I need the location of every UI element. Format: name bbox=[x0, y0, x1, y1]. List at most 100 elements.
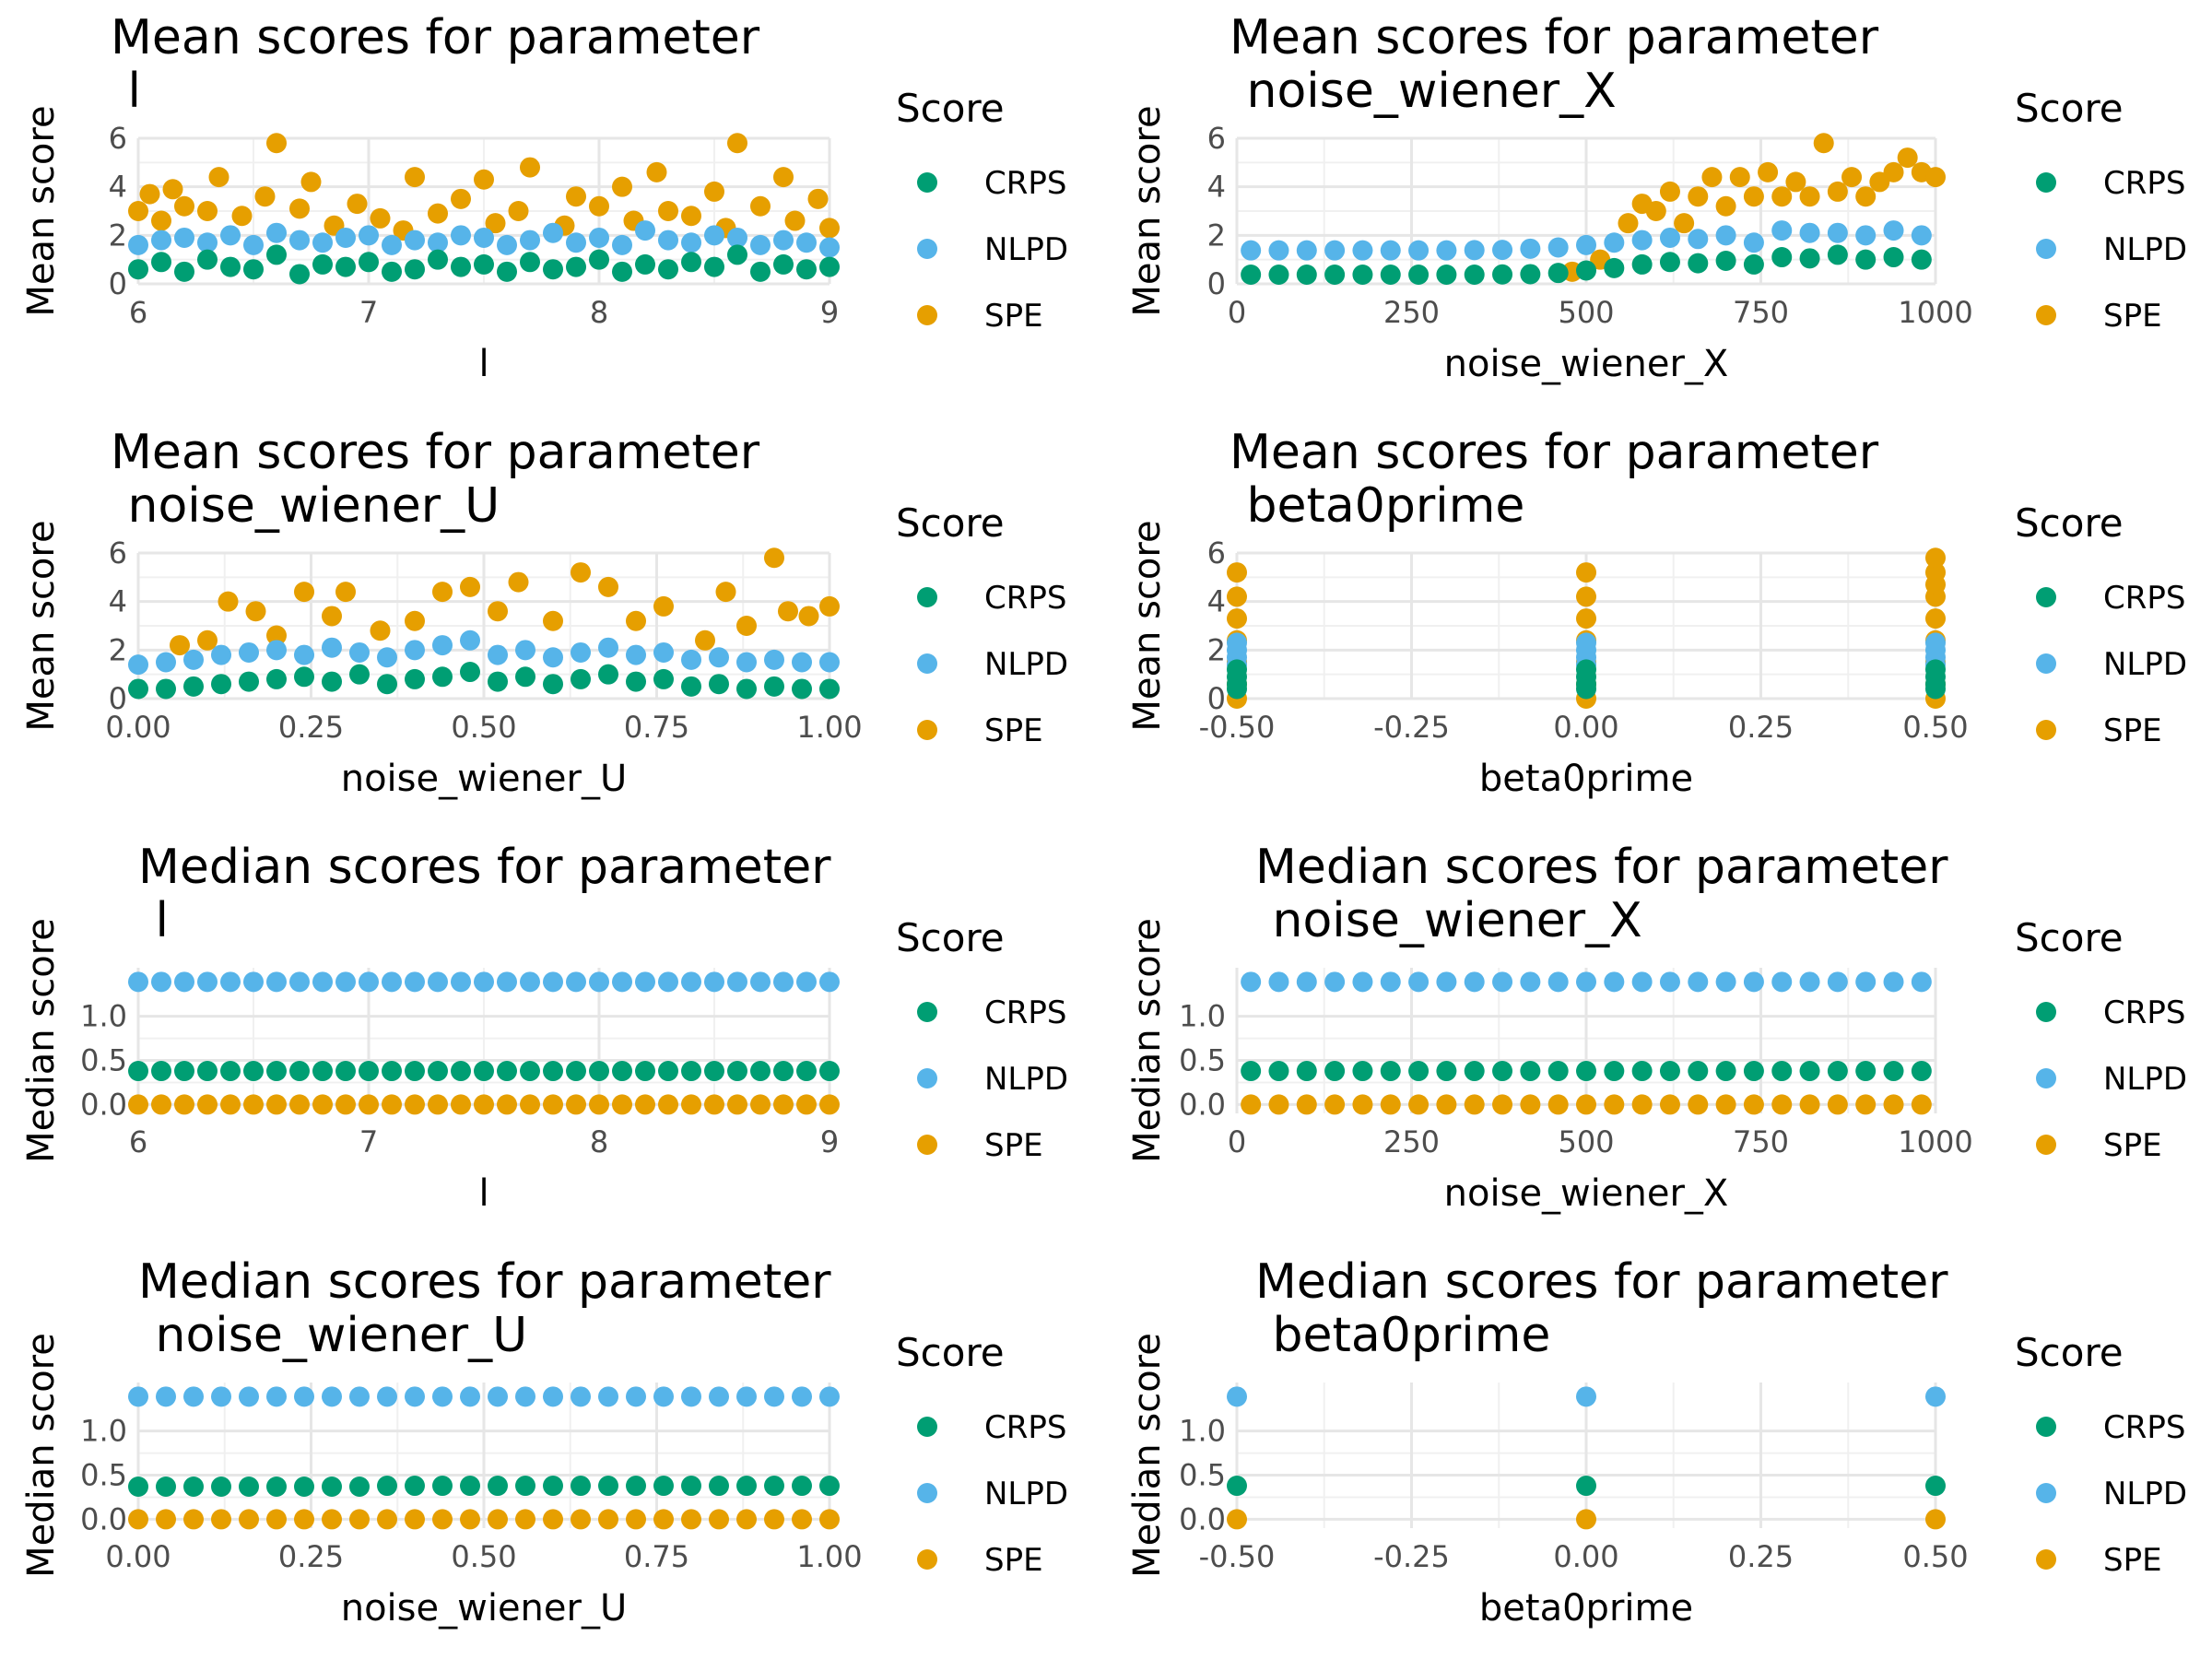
x-tick-label: 7 bbox=[359, 1124, 378, 1159]
point-nlpd bbox=[294, 644, 314, 665]
point-spe bbox=[1925, 1509, 1946, 1530]
legend-key-nlpd bbox=[2036, 653, 2056, 674]
point-nlpd bbox=[681, 971, 701, 993]
point-nlpd bbox=[335, 227, 356, 248]
y-tick-label: 2 bbox=[109, 632, 127, 667]
point-spe bbox=[312, 1094, 333, 1115]
point-nlpd bbox=[1464, 240, 1485, 261]
point-spe bbox=[488, 1509, 508, 1530]
point-crps bbox=[709, 1476, 729, 1497]
point-spe bbox=[211, 1509, 231, 1530]
legend-label-spe: SPE bbox=[2103, 712, 2162, 749]
point-crps bbox=[428, 1061, 448, 1082]
legend-label-nlpd: NLPD bbox=[984, 646, 1068, 683]
point-nlpd bbox=[1576, 971, 1596, 993]
point-crps bbox=[1464, 264, 1485, 285]
x-tick-label: 0.00 bbox=[105, 1539, 171, 1574]
point-nlpd bbox=[635, 971, 655, 993]
point-nlpd bbox=[1296, 971, 1317, 993]
point-nlpd bbox=[1241, 971, 1262, 993]
chart-title-line: Mean scores for parameter bbox=[1230, 10, 1879, 65]
x-axis-label: noise_wiener_X bbox=[1444, 1172, 1729, 1215]
x-tick-label: -0.50 bbox=[1199, 1539, 1276, 1574]
point-nlpd bbox=[197, 971, 218, 993]
point-crps bbox=[1771, 1061, 1793, 1082]
y-tick-label: 0.0 bbox=[80, 1087, 127, 1122]
point-crps bbox=[266, 1061, 287, 1082]
point-crps bbox=[488, 671, 508, 692]
point-nlpd bbox=[1492, 971, 1513, 993]
point-crps bbox=[792, 1476, 812, 1497]
point-crps bbox=[1771, 247, 1793, 268]
point-nlpd bbox=[598, 1386, 618, 1407]
x-tick-label: 8 bbox=[590, 295, 608, 330]
point-nlpd bbox=[1659, 227, 1680, 248]
point-spe bbox=[515, 1509, 535, 1530]
point-nlpd bbox=[1408, 971, 1430, 993]
y-tick-label: 0.5 bbox=[1179, 1043, 1226, 1078]
legend-key-nlpd bbox=[2036, 239, 2056, 259]
point-crps bbox=[658, 259, 678, 280]
data-points bbox=[128, 133, 840, 285]
point-spe bbox=[784, 210, 806, 231]
legend-key-spe bbox=[2036, 1549, 2056, 1570]
y-axis-label: Median score bbox=[20, 1333, 63, 1578]
point-nlpd bbox=[1883, 971, 1904, 993]
point-nlpd bbox=[312, 971, 333, 993]
point-nlpd bbox=[220, 971, 241, 993]
point-nlpd bbox=[819, 237, 840, 258]
point-crps bbox=[1268, 264, 1289, 285]
point-spe bbox=[1380, 1094, 1401, 1115]
point-crps bbox=[773, 1061, 794, 1082]
point-crps bbox=[349, 1476, 370, 1497]
point-nlpd bbox=[1547, 237, 1569, 258]
point-nlpd bbox=[151, 971, 171, 993]
point-crps bbox=[474, 253, 494, 275]
legend-label-nlpd: NLPD bbox=[984, 1476, 1068, 1512]
point-spe bbox=[231, 206, 253, 227]
point-nlpd bbox=[658, 229, 678, 251]
point-spe bbox=[750, 1094, 771, 1115]
point-spe bbox=[335, 1094, 356, 1115]
point-crps bbox=[1743, 1061, 1764, 1082]
point-nlpd bbox=[128, 234, 148, 255]
point-spe bbox=[1241, 1094, 1262, 1115]
point-nlpd bbox=[211, 1386, 231, 1407]
chart-title: Mean scores for parameter beta0prime bbox=[1230, 425, 1879, 534]
point-nlpd bbox=[239, 1386, 259, 1407]
point-nlpd bbox=[289, 971, 310, 993]
point-crps bbox=[488, 1476, 508, 1497]
point-nlpd bbox=[174, 227, 194, 248]
x-axis-label: beta0prime bbox=[1479, 758, 1693, 800]
data-points bbox=[1241, 971, 1932, 1115]
point-spe bbox=[289, 198, 310, 219]
point-nlpd bbox=[750, 234, 771, 255]
x-tick-label: 1000 bbox=[1898, 1124, 1972, 1159]
point-nlpd bbox=[1743, 232, 1764, 253]
point-spe bbox=[626, 1509, 646, 1530]
point-crps bbox=[151, 252, 171, 273]
point-crps bbox=[335, 1061, 356, 1082]
point-crps bbox=[382, 1061, 402, 1082]
point-spe bbox=[1576, 1094, 1596, 1115]
x-tick-label: 750 bbox=[1733, 1124, 1789, 1159]
y-axis-label: Median score bbox=[1126, 1333, 1169, 1578]
y-tick-label: 1.0 bbox=[80, 1414, 127, 1449]
chart-title: Mean scores for parameter l bbox=[111, 10, 760, 119]
point-spe bbox=[589, 1094, 609, 1115]
point-crps bbox=[653, 1476, 674, 1497]
point-nlpd bbox=[1227, 1386, 1247, 1407]
point-crps bbox=[460, 1476, 480, 1497]
point-spe bbox=[1688, 186, 1709, 207]
legend-label-nlpd: NLPD bbox=[2103, 646, 2187, 683]
point-crps bbox=[335, 256, 356, 277]
chart-title-line: noise_wiener_U bbox=[112, 478, 500, 534]
legend-title: Score bbox=[896, 500, 1005, 546]
point-crps bbox=[128, 1061, 148, 1082]
data-points bbox=[1227, 1386, 1946, 1530]
point-nlpd bbox=[1352, 971, 1373, 993]
chart-svg: 6 7 8 9 0.0 0.5 1.0 Median scores for parameter… bbox=[20, 840, 1068, 1215]
point-crps bbox=[1268, 1061, 1289, 1082]
point-crps bbox=[736, 678, 757, 700]
